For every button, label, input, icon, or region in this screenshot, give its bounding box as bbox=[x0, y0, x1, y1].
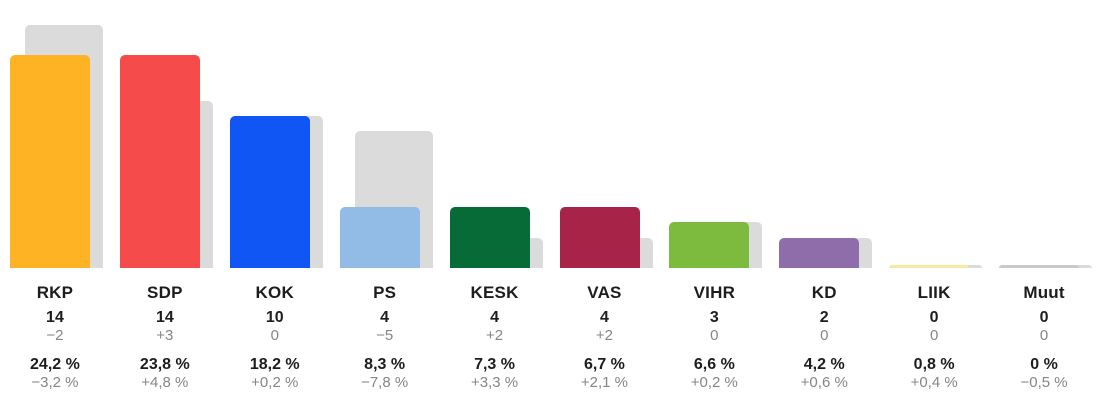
vote-share: 6,6 % bbox=[693, 355, 735, 373]
party-column-sdp: SDP 14 +3 23,8 % +4,8 % bbox=[110, 0, 220, 412]
seats-change: 0 bbox=[820, 326, 829, 344]
seats-change: 0 bbox=[710, 326, 719, 344]
vote-share-change: +0,2 % bbox=[251, 373, 299, 391]
party-label-block: KESK 4 +2 7,3 % +3,3 % bbox=[440, 283, 550, 391]
party-abbreviation: VAS bbox=[587, 283, 622, 302]
vote-share-change: −0,5 % bbox=[1020, 373, 1068, 391]
seats-change: +3 bbox=[156, 326, 174, 344]
vote-share-change: +0,2 % bbox=[690, 373, 738, 391]
party-abbreviation: RKP bbox=[36, 283, 74, 302]
party-label-block: SDP 14 +3 23,8 % +4,8 % bbox=[110, 283, 220, 391]
vote-share: 18,2 % bbox=[249, 355, 300, 373]
party-column-vihr: VIHR 3 0 6,6 % +0,2 % bbox=[659, 0, 769, 412]
vote-share-change: +3,3 % bbox=[470, 373, 519, 391]
party-abbreviation: KOK bbox=[255, 283, 294, 302]
party-label-block: RKP 14 −2 24,2 % −3,2 % bbox=[0, 283, 110, 391]
seats-value: 4 bbox=[490, 309, 499, 327]
party-column-kd: KD 2 0 4,2 % +0,6 % bbox=[769, 0, 879, 412]
party-label-block: KD 2 0 4,2 % +0,6 % bbox=[769, 283, 879, 391]
party-column-muut: Muut 0 0 0 % −0,5 % bbox=[989, 0, 1099, 412]
seats-value: 4 bbox=[599, 309, 609, 327]
seats-value: 14 bbox=[46, 309, 64, 327]
party-abbreviation: VIHR bbox=[693, 283, 736, 302]
seats-value: 14 bbox=[155, 309, 174, 327]
seats-value: 10 bbox=[265, 309, 284, 327]
party-abbreviation: Muut bbox=[1023, 283, 1065, 302]
vote-share-change: +0,6 % bbox=[800, 373, 848, 391]
seats-change: +2 bbox=[485, 326, 504, 344]
vote-share-change: +4,8 % bbox=[141, 373, 189, 391]
party-label-block: PS 4 −5 8,3 % −7,8 % bbox=[330, 283, 440, 391]
party-label-block: KOK 10 0 18,2 % +0,2 % bbox=[220, 283, 330, 391]
party-label-block: VAS 4 +2 6,7 % +2,1 % bbox=[550, 283, 660, 391]
party-column-kesk: KESK 4 +2 7,3 % +3,3 % bbox=[440, 0, 550, 412]
vote-share: 24,2 % bbox=[30, 355, 80, 373]
vote-share: 4,2 % bbox=[803, 355, 845, 373]
current-seats-bar bbox=[889, 265, 970, 268]
seats-value: 0 bbox=[929, 309, 939, 327]
vote-share: 6,7 % bbox=[583, 355, 625, 373]
current-seats-bar bbox=[339, 207, 420, 268]
vote-share: 7,3 % bbox=[474, 355, 515, 373]
party-abbreviation: LIIK bbox=[917, 283, 951, 302]
vote-share: 0,8 % bbox=[913, 355, 955, 373]
vote-share: 8,3 % bbox=[364, 355, 406, 373]
party-label-block: Muut 0 0 0 % −0,5 % bbox=[989, 283, 1099, 391]
party-abbreviation: SDP bbox=[147, 283, 183, 302]
current-seats-bar bbox=[119, 55, 200, 268]
party-column-ps: PS 4 −5 8,3 % −7,8 % bbox=[330, 0, 440, 412]
vote-share: 23,8 % bbox=[139, 355, 190, 373]
current-seats-bar bbox=[10, 55, 90, 268]
seats-change: −5 bbox=[376, 326, 394, 344]
seats-value: 4 bbox=[380, 309, 390, 327]
party-column-kok: KOK 10 0 18,2 % +0,2 % bbox=[220, 0, 330, 412]
vote-share-change: +0,4 % bbox=[910, 373, 958, 391]
current-seats-bar bbox=[559, 207, 640, 268]
current-seats-bar bbox=[999, 265, 1080, 268]
seats-change: +2 bbox=[595, 326, 613, 344]
seats-change: 0 bbox=[1039, 326, 1049, 344]
seats-change: 0 bbox=[929, 326, 939, 344]
current-seats-bar bbox=[229, 116, 310, 268]
party-label-block: VIHR 3 0 6,6 % +0,2 % bbox=[659, 283, 769, 391]
seats-change: 0 bbox=[270, 326, 279, 344]
seats-change: −2 bbox=[46, 326, 64, 344]
party-label-block: LIIK 0 0 0,8 % +0,4 % bbox=[879, 283, 989, 391]
vote-share-change: −7,8 % bbox=[361, 373, 409, 391]
party-column-liik: LIIK 0 0 0,8 % +0,4 % bbox=[879, 0, 989, 412]
vote-share: 0 % bbox=[1030, 355, 1058, 373]
seats-value: 3 bbox=[709, 309, 719, 327]
party-column-rkp: RKP 14 −2 24,2 % −3,2 % bbox=[0, 0, 110, 412]
seats-value: 0 bbox=[1039, 309, 1049, 327]
seats-value: 2 bbox=[819, 309, 829, 327]
current-seats-bar bbox=[779, 237, 860, 268]
party-abbreviation: PS bbox=[373, 283, 397, 302]
current-seats-bar bbox=[449, 207, 530, 268]
vote-share-change: +2,1 % bbox=[580, 373, 628, 391]
current-seats-bar bbox=[669, 222, 750, 268]
vote-share-change: −3,2 % bbox=[31, 373, 79, 391]
party-abbreviation: KESK bbox=[470, 283, 519, 302]
party-abbreviation: KD bbox=[811, 283, 837, 302]
party-column-vas: VAS 4 +2 6,7 % +2,1 % bbox=[550, 0, 660, 412]
